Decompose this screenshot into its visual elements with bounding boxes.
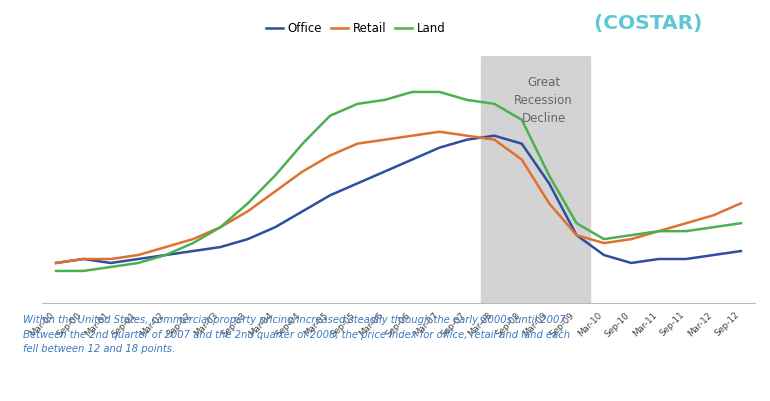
Bar: [480, 56, 591, 303]
Text: (COSTAR): (COSTAR): [587, 14, 702, 32]
Text: Within the United States, commercial property pricing increased steadily through: Within the United States, commercial pro…: [23, 315, 571, 354]
Legend: Office, Retail, Land: Office, Retail, Land: [261, 18, 450, 40]
Text: COMMERCIAL PROPERTY PRICING INDEX: COMMERCIAL PROPERTY PRICING INDEX: [19, 14, 475, 32]
Text: Great
Recession
Decline: Great Recession Decline: [514, 76, 573, 125]
